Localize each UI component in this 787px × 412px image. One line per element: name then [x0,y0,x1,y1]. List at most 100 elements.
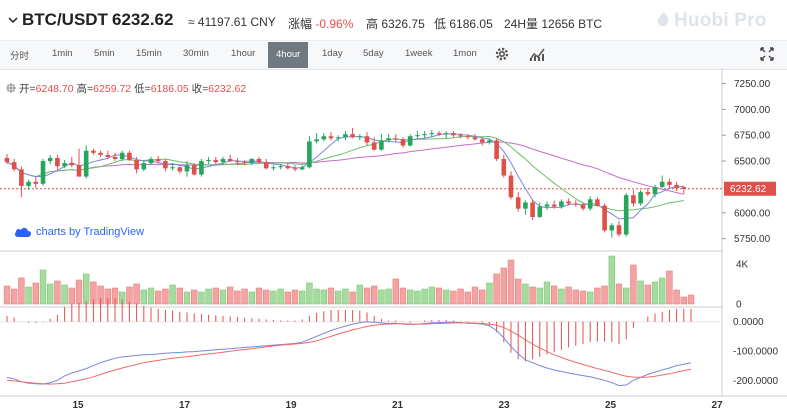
candle-body [357,136,363,138]
volume-bar [601,285,608,305]
candle-body [98,152,103,155]
candle-body [364,136,370,143]
time-axis-label: 23 [498,400,510,411]
volume-bar [680,296,688,305]
volume-bar [39,269,47,305]
candle-body [242,162,247,164]
price-chart[interactable]: 7250.00 7000.00 6750.00 6500.00 6232.62 6000.… [0,68,787,412]
candle-body [487,140,492,143]
ticker-header: BTC/USDT 6232.62 ≈ 41197.61 CNY 涨幅 -0.96… [0,0,787,40]
volume-bar [262,289,270,305]
candle-body [407,136,413,146]
chevron-down-icon[interactable] [7,14,19,26]
indicator-icon[interactable] [528,45,546,63]
volume-bar [219,289,227,305]
volume-bar [471,286,479,305]
volume-bar [687,294,695,305]
candle-body [105,154,111,157]
tf-1hour[interactable]: 1hour [231,48,256,59]
volume-bar [334,290,342,305]
volume-bar [126,286,133,305]
candle-body [184,165,190,172]
tf-4hour[interactable]: 4hour [268,42,309,68]
candle-body [191,165,197,175]
tradingview-text[interactable]: charts by TradingView [36,226,145,238]
volume-bar [457,288,464,305]
volume-bar [183,291,191,305]
volume-bar [162,288,169,305]
volume-bar [234,290,241,305]
gear-icon[interactable] [493,45,511,63]
tf-1mon[interactable]: 1mon [453,48,477,59]
volume-axis-label: 4K [736,260,749,271]
volume-bar [248,291,255,305]
high-label-ohlc: 高= [76,83,94,95]
tf-1min[interactable]: 1min [52,48,73,59]
candle-body [55,157,60,167]
tf-30min[interactable]: 30min [183,48,209,59]
volume-bar [615,283,623,305]
volume-bar [392,278,399,305]
volume-bar [241,288,248,305]
high-value: 6326.75 [381,17,425,31]
candle-body [443,133,449,135]
timeframe-toolbar: 分时 1min 5min 15min 30min 1hour 4hour 1da… [0,40,787,70]
candle-body [350,134,355,138]
candle-body [321,136,327,140]
candle-body [307,141,312,168]
tradingview-branding[interactable]: charts by TradingView [14,226,144,238]
candle-body [587,199,593,209]
tf-timeline[interactable]: 分时 [10,51,30,62]
time-axis-label: 15 [72,400,84,411]
macd-dif-line [6,321,692,387]
logo-text: Huobi Pro [674,10,767,31]
candle-body [170,167,175,169]
volume-stat: 24H量 12656 BTC [504,15,602,32]
candle-body [494,140,499,159]
candle-body [472,137,478,140]
low-value-ohlc: 6186.05 [150,83,189,95]
candle-body [451,133,456,136]
candle-body [508,175,514,198]
pair-name[interactable]: BTC/USDT [22,10,108,29]
tf-5min[interactable]: 5min [94,48,115,59]
volume-value: 12656 BTC [541,17,603,31]
volume-bar [298,290,306,305]
tf-1week[interactable]: 1week [405,48,433,59]
volume-bar [327,287,335,305]
candle-body [148,159,154,164]
candle-body [11,162,17,170]
volume-bar [32,282,40,305]
candle-body [69,163,75,166]
candle-body [155,159,161,162]
high-label: 高 [366,17,379,31]
candle-body [623,195,629,235]
candle-body [415,135,420,137]
fullscreen-icon[interactable] [758,45,776,63]
candle-body [62,163,67,167]
candle-body [379,140,384,150]
volume-bar [191,289,198,305]
candle-body [523,202,528,209]
volume-bar [565,286,572,305]
tf-5day[interactable]: 5day [363,48,384,59]
tf-15min[interactable]: 15min [136,48,162,59]
volume-bar [356,284,363,305]
volume-bar [428,286,435,305]
candle-body [199,161,204,175]
volume-bar [630,264,637,305]
volume-bar [320,289,327,305]
candle-body [537,206,543,217]
volume-bar [622,287,630,305]
tf-1day[interactable]: 1day [322,48,343,59]
candle-body [292,168,298,170]
volume-bar [284,291,291,305]
volume-bar [75,279,83,305]
low-label-ohlc: 低= [134,83,151,95]
candle-body [515,197,521,209]
high-value-ohlc: 6259.72 [93,83,132,95]
price-axis-label: 6500.00 [734,157,771,168]
volume-bar [536,287,544,305]
close-label-ohlc: 收= [191,83,209,95]
price-axis-label-current: 6232.62 [730,184,767,195]
